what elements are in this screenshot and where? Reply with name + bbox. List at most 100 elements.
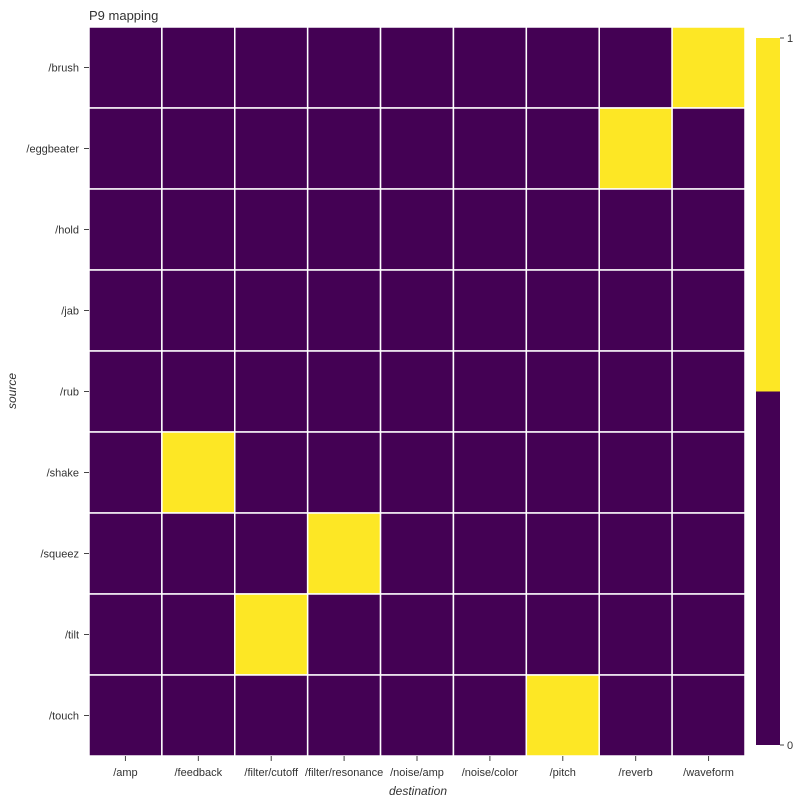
y-tick-label: /hold: [55, 225, 79, 237]
heatmap-cell: [452, 512, 528, 595]
heatmap-cell: [525, 269, 600, 352]
heatmap-cell: [234, 593, 309, 676]
x-tick-label: /amp: [113, 767, 137, 779]
heatmap-cell: [161, 350, 236, 433]
heatmap-cell: [671, 107, 746, 190]
heatmap-cell: [525, 26, 600, 109]
y-tick-label: /jab: [61, 306, 79, 318]
heatmap-cell: [88, 269, 163, 352]
heatmap-cell: [671, 431, 746, 514]
heatmap-cell: [234, 350, 309, 433]
x-tick-label: /reverb: [619, 767, 653, 779]
heatmap-cell: [525, 431, 600, 514]
heatmap-cell: [161, 107, 236, 190]
heatmap-cell: [671, 512, 746, 595]
heatmap-cell: [161, 674, 236, 757]
x-tick-label: /pitch: [550, 767, 576, 779]
heatmap-cell: [452, 431, 528, 514]
y-tick-label: /eggbeater: [26, 144, 79, 156]
heatmap-cell: [306, 431, 382, 514]
x-tick-label: /filter/cutoff: [244, 767, 299, 779]
heatmap-cell: [598, 188, 673, 271]
x-axis-label: destination: [389, 784, 447, 798]
heatmap-cell: [598, 431, 673, 514]
y-tick-label: /rub: [60, 387, 79, 399]
colorbar: 10: [756, 33, 793, 752]
heatmap-cell: [306, 512, 382, 595]
heatmap-cell: [452, 674, 528, 757]
y-tick-label: /shake: [47, 468, 79, 480]
y-axis-label: source: [5, 373, 19, 409]
heatmap-cell: [234, 512, 309, 595]
heatmap-cell: [306, 107, 382, 190]
heatmap-cell: [161, 512, 236, 595]
heatmap-cell: [88, 512, 163, 595]
heatmap-cell: [234, 674, 309, 757]
heatmap-cell: [379, 674, 455, 757]
heatmap-cell: [88, 674, 163, 757]
heatmap-cell: [671, 188, 746, 271]
heatmap-cell: [161, 431, 236, 514]
heatmap-cell: [306, 26, 382, 109]
heatmap-cell: [598, 350, 673, 433]
heatmap-cell: [598, 107, 673, 190]
heatmap-cell: [88, 431, 163, 514]
heatmap-cell: [234, 269, 309, 352]
heatmap-cell: [234, 431, 309, 514]
y-tick-label: /brush: [48, 63, 79, 75]
heatmap-cell: [452, 269, 528, 352]
heatmap-cell: [671, 269, 746, 352]
heatmap-cell: [306, 674, 382, 757]
x-tick-label: /waveform: [683, 767, 734, 779]
heatmap-cell: [161, 188, 236, 271]
heatmap-cell: [234, 26, 309, 109]
x-tick-label: /noise/color: [462, 767, 519, 779]
heatmap-cell: [161, 269, 236, 352]
heatmap-cell: [88, 26, 163, 109]
heatmap-cell: [306, 593, 382, 676]
heatmap-cell: [161, 593, 236, 676]
heatmap-cell: [306, 350, 382, 433]
y-tick-label: /touch: [49, 711, 79, 723]
heatmap-cell: [379, 350, 455, 433]
heatmap-cell: [234, 107, 309, 190]
heatmap-cell: [598, 674, 673, 757]
heatmap-cell: [452, 26, 528, 109]
heatmap-cell: [671, 593, 746, 676]
y-axis-ticks: /brush/eggbeater/hold/jab/rub/shake/sque…: [26, 63, 89, 723]
y-tick-label: /squeez: [40, 549, 79, 561]
heatmap-cell: [379, 26, 455, 109]
heatmap-cell: [598, 512, 673, 595]
heatmap-cell: [234, 188, 309, 271]
heatmap-cell: [88, 107, 163, 190]
heatmap-cell: [379, 593, 455, 676]
heatmap-cell: [525, 350, 600, 433]
heatmap-cell: [452, 593, 528, 676]
x-tick-label: /feedback: [174, 767, 222, 779]
heatmap-cell: [452, 107, 528, 190]
heatmap-cell: [379, 107, 455, 190]
heatmap-cell: [525, 512, 600, 595]
colorbar-tick-label: 1: [787, 33, 793, 45]
heatmap-cell: [306, 188, 382, 271]
heatmap-cell: [525, 674, 600, 757]
heatmap-cell: [379, 269, 455, 352]
chart-title: P9 mapping: [89, 8, 158, 23]
heatmap-cell: [88, 593, 163, 676]
heatmap-cell: [671, 350, 746, 433]
colorbar-tick-label: 0: [787, 740, 793, 752]
heatmap-cells: [88, 26, 746, 757]
colorbar-high-segment: [756, 38, 780, 392]
heatmap-cell: [88, 188, 163, 271]
heatmap-cell: [88, 350, 163, 433]
heatmap-cell: [161, 26, 236, 109]
heatmap-cell: [671, 26, 746, 109]
x-tick-label: /filter/resonance: [305, 767, 383, 779]
heatmap-cell: [452, 188, 528, 271]
heatmap-cell: [452, 350, 528, 433]
heatmap-cell: [598, 26, 673, 109]
heatmap-cell: [671, 674, 746, 757]
heatmap-cell: [379, 188, 455, 271]
y-tick-label: /tilt: [65, 630, 79, 642]
